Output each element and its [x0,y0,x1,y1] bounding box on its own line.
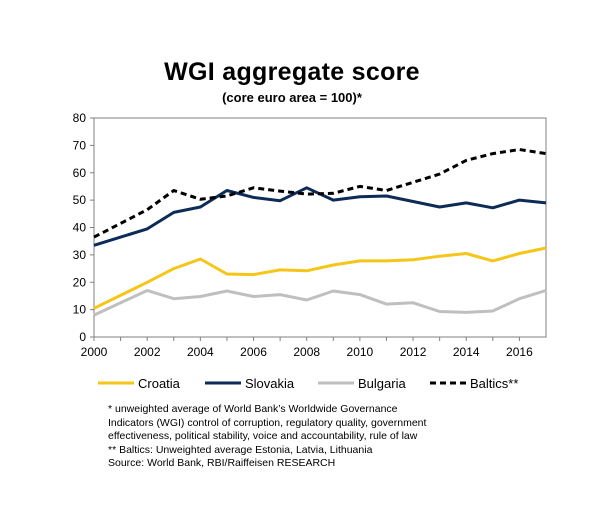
series-line-baltics [93,148,547,239]
line-chart: 0 10 20 30 40 50 60 70 80 2000 2002 2004 2006 2008 201… [73,111,547,391]
y-tick-label: 50 [73,193,87,207]
x-tick-label: 2016 [506,345,533,359]
footnote-line: ** Baltics: Unweighted average Estonia, … [108,443,373,456]
plot-frame [93,117,547,338]
legend-label: Bulgaria [358,376,406,391]
y-tick-label: 40 [73,221,87,235]
footnote-line: * unweighted average of World Bank’s Wor… [108,403,398,415]
x-tick-label: 2014 [453,345,480,359]
x-tick-label: 2010 [347,345,374,359]
footnote-line: Indicators (WGI) control of corruption, … [108,416,427,429]
x-tick-label: 2002 [134,345,161,359]
legend-label: Baltics** [470,376,518,391]
series-line-croatia [93,246,547,310]
legend-label: Croatia [138,376,181,391]
x-tick-label: 2008 [293,345,320,359]
series-line-bulgaria [93,289,547,317]
x-tick-label: 2004 [187,345,214,359]
y-tick-label: 70 [73,138,87,152]
footnote-line: Source: World Bank, RBI/Raiffeisen RESEA… [108,457,336,469]
footnotes: * unweighted average of World Bank’s Wor… [108,403,528,471]
y-tick-label: 80 [73,111,87,125]
x-tick-label: 2012 [400,345,427,359]
chart-subtitle: (core euro area = 100)* [222,90,362,105]
x-tick-label: 2006 [240,345,267,359]
y-tick-label: 20 [73,275,87,289]
series-line-slovakia [93,186,547,247]
y-tick-label: 30 [73,248,87,262]
footnote-line: effectiveness, political stability, voic… [108,430,418,442]
x-tick-label: 2000 [81,345,108,359]
y-tick-label: 60 [73,166,87,180]
chart-title: WGI aggregate score [164,58,420,86]
y-tick-label: 0 [79,330,86,344]
legend-label: Slovakia [245,376,295,391]
y-tick-label: 10 [73,303,87,317]
